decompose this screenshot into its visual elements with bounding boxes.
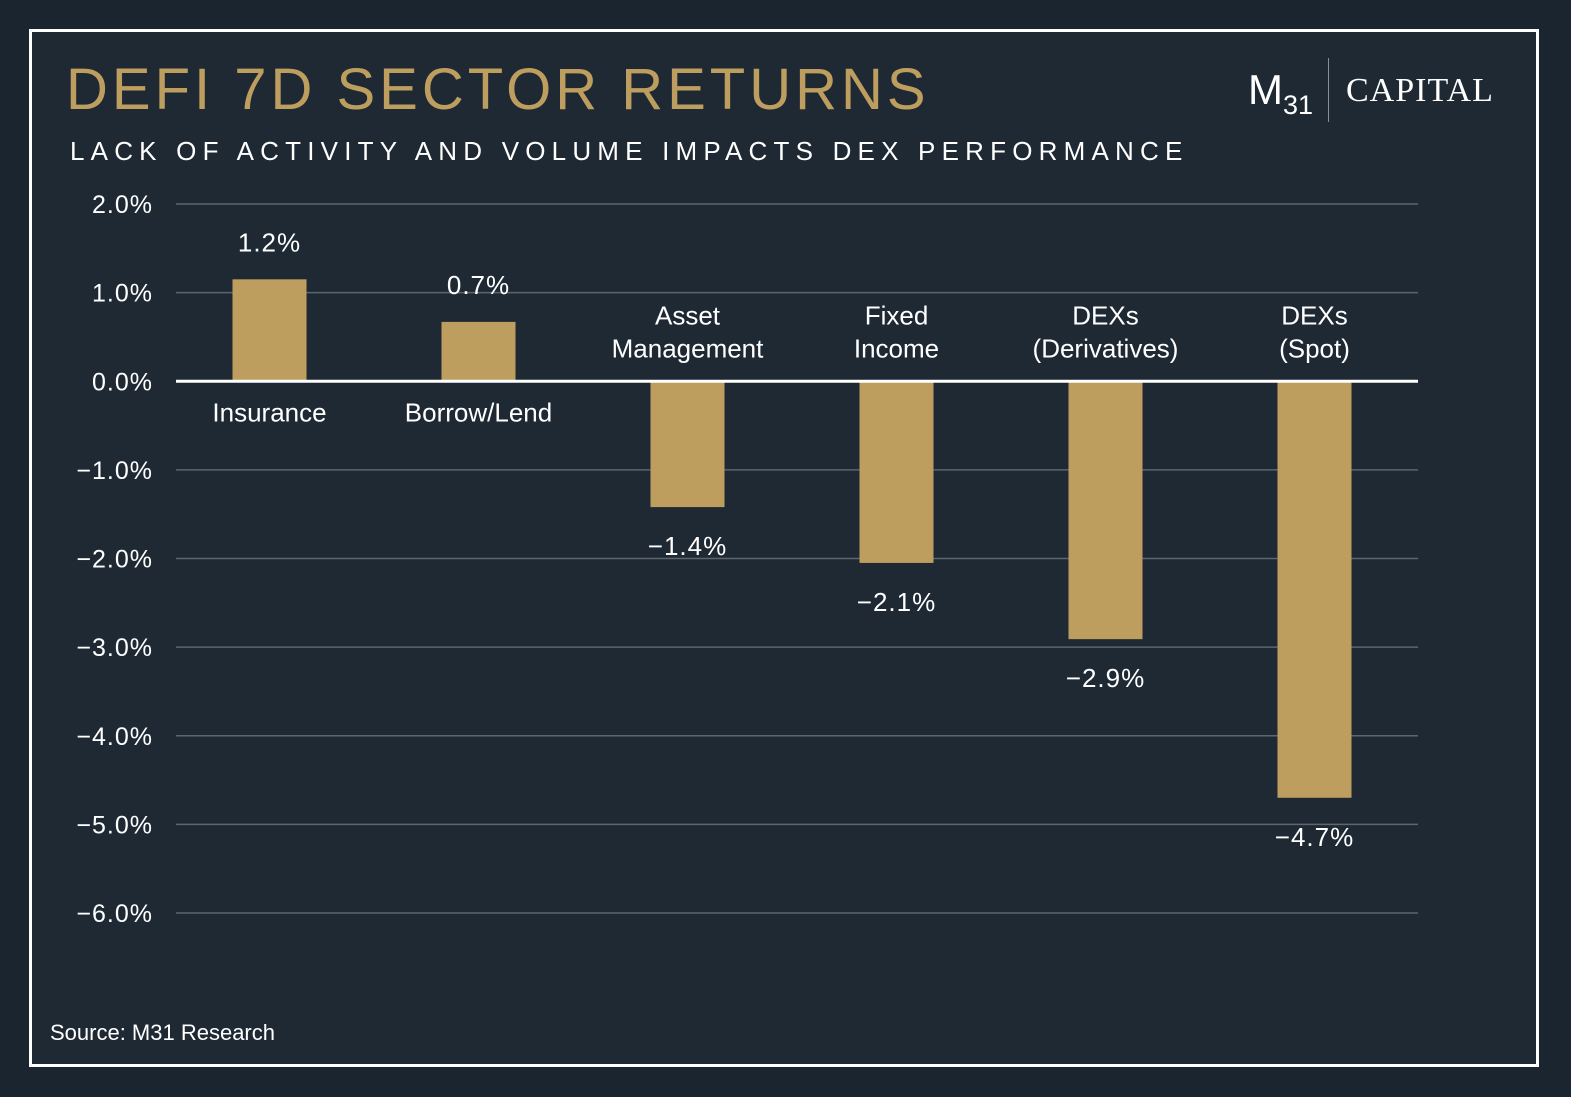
y-tick-label: 2.0% — [92, 191, 153, 219]
data-label: 1.2% — [238, 227, 301, 257]
category-label: (Spot) — [1279, 333, 1350, 363]
chart-subtitle: LACK OF ACTIVITY AND VOLUME IMPACTS DEX … — [70, 136, 1189, 166]
y-tick-label: −1.0% — [76, 457, 153, 485]
chart-title: DEFI 7D SECTOR RETURNS — [66, 57, 930, 122]
bar — [859, 381, 934, 563]
category-label: Asset — [655, 300, 721, 330]
bar — [232, 279, 307, 382]
category-label: DEXs — [1281, 300, 1347, 330]
logo-text: CAPITAL — [1346, 72, 1494, 109]
bar — [1068, 381, 1143, 640]
y-tick-label: −3.0% — [76, 634, 153, 662]
source-note: Source: M31 Research — [50, 1020, 275, 1045]
y-tick-label: −5.0% — [76, 811, 153, 839]
bar — [1277, 381, 1352, 798]
y-tick-label: 0.0% — [92, 368, 153, 396]
data-label: −1.4% — [648, 531, 727, 561]
category-label: DEXs — [1072, 300, 1138, 330]
data-label: 0.7% — [447, 270, 510, 300]
category-label: Income — [854, 333, 939, 363]
y-tick-label: −4.0% — [76, 723, 153, 751]
data-label: −2.1% — [857, 587, 936, 617]
data-label: −2.9% — [1066, 663, 1145, 693]
bar — [650, 381, 725, 508]
data-label: −4.7% — [1275, 822, 1354, 852]
logo-mark-sub: 31 — [1283, 90, 1314, 120]
category-label: Management — [612, 333, 765, 363]
logo-mark: M31 — [1248, 66, 1313, 121]
logo-mark-letter: M — [1248, 66, 1283, 113]
category-label: (Derivatives) — [1033, 333, 1179, 363]
category-label: Insurance — [212, 397, 326, 427]
category-label: Borrow/Lend — [405, 397, 552, 427]
y-tick-label: −2.0% — [76, 546, 153, 574]
category-label: Fixed — [865, 300, 929, 330]
y-tick-label: 1.0% — [92, 280, 153, 308]
logo-divider — [1328, 58, 1329, 122]
y-tick-label: −6.0% — [76, 900, 153, 928]
bar — [441, 321, 516, 382]
